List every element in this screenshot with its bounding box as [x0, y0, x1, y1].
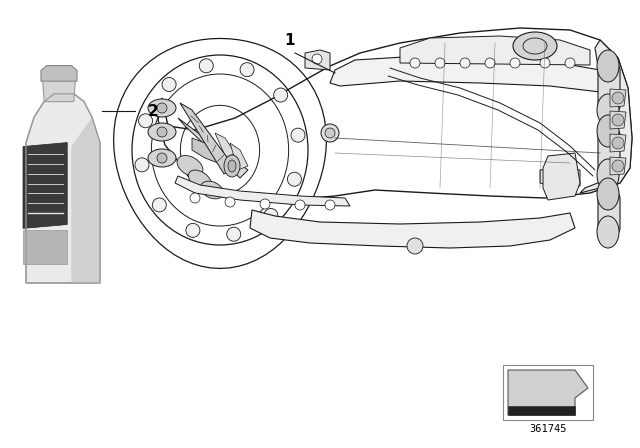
Text: 2: 2 — [148, 103, 159, 119]
Polygon shape — [41, 65, 77, 81]
Circle shape — [139, 114, 152, 128]
Circle shape — [612, 92, 624, 104]
Circle shape — [325, 200, 335, 210]
Circle shape — [312, 54, 322, 64]
Ellipse shape — [148, 99, 176, 117]
Ellipse shape — [224, 155, 240, 177]
Polygon shape — [158, 28, 632, 200]
Polygon shape — [610, 157, 626, 175]
Text: 1: 1 — [285, 33, 295, 48]
Polygon shape — [71, 117, 100, 283]
Polygon shape — [178, 118, 248, 178]
Circle shape — [540, 58, 550, 68]
Circle shape — [227, 227, 241, 241]
Polygon shape — [598, 61, 620, 115]
Ellipse shape — [228, 160, 236, 172]
Ellipse shape — [597, 50, 619, 82]
Text: 361745: 361745 — [529, 424, 567, 434]
Polygon shape — [540, 168, 580, 188]
Polygon shape — [543, 153, 580, 200]
Circle shape — [162, 78, 176, 91]
Polygon shape — [23, 142, 67, 228]
Ellipse shape — [597, 178, 619, 210]
Polygon shape — [330, 56, 618, 98]
Polygon shape — [192, 138, 220, 163]
Polygon shape — [26, 94, 100, 283]
Circle shape — [186, 224, 200, 237]
Polygon shape — [175, 176, 350, 206]
Circle shape — [157, 153, 167, 163]
Circle shape — [407, 238, 423, 254]
Ellipse shape — [597, 159, 619, 191]
Polygon shape — [610, 111, 626, 129]
Circle shape — [264, 208, 278, 223]
Polygon shape — [250, 210, 575, 248]
Circle shape — [157, 127, 167, 137]
Circle shape — [565, 58, 575, 68]
Polygon shape — [23, 230, 67, 263]
Polygon shape — [508, 370, 588, 415]
Circle shape — [612, 137, 624, 149]
Polygon shape — [215, 133, 235, 158]
Polygon shape — [43, 80, 76, 102]
Circle shape — [135, 158, 149, 172]
Circle shape — [460, 58, 470, 68]
Circle shape — [260, 199, 270, 209]
Polygon shape — [598, 189, 620, 237]
Ellipse shape — [200, 181, 223, 199]
Circle shape — [291, 128, 305, 142]
Circle shape — [435, 58, 445, 68]
Ellipse shape — [148, 123, 176, 141]
Circle shape — [190, 193, 200, 203]
Polygon shape — [598, 126, 620, 180]
Circle shape — [325, 128, 335, 138]
Polygon shape — [580, 40, 632, 193]
Polygon shape — [180, 103, 235, 174]
Polygon shape — [610, 134, 626, 152]
Circle shape — [240, 63, 254, 77]
Circle shape — [287, 172, 301, 186]
Ellipse shape — [148, 149, 176, 167]
Circle shape — [157, 103, 167, 113]
Circle shape — [225, 197, 235, 207]
Circle shape — [485, 58, 495, 68]
Polygon shape — [400, 36, 590, 65]
Ellipse shape — [597, 115, 619, 147]
Circle shape — [152, 198, 166, 212]
Ellipse shape — [188, 170, 212, 190]
Circle shape — [295, 200, 305, 210]
Circle shape — [510, 58, 520, 68]
Polygon shape — [610, 89, 626, 107]
Circle shape — [612, 114, 624, 126]
Ellipse shape — [597, 94, 619, 126]
Polygon shape — [508, 406, 575, 415]
Polygon shape — [230, 143, 248, 170]
Bar — [503, 365, 593, 420]
Circle shape — [199, 59, 213, 73]
Ellipse shape — [597, 216, 619, 248]
Circle shape — [612, 160, 624, 172]
Ellipse shape — [513, 32, 557, 60]
Ellipse shape — [177, 155, 203, 177]
Circle shape — [410, 58, 420, 68]
Circle shape — [321, 124, 339, 142]
Circle shape — [274, 88, 287, 102]
Polygon shape — [305, 50, 330, 70]
